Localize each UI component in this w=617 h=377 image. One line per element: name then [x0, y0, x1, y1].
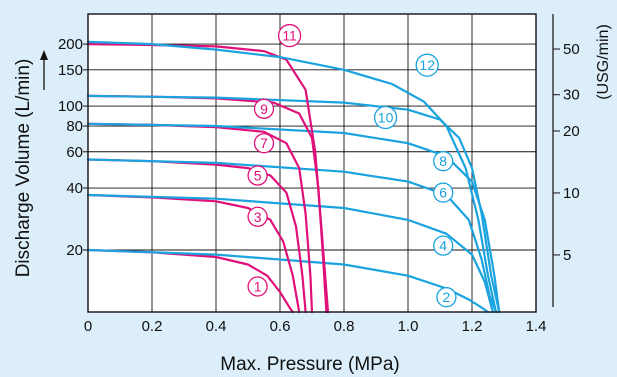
y2-tick-label-1: 10 — [563, 185, 580, 202]
y-tick-label-2: 60 — [66, 144, 83, 161]
x-tick-label-5: 1.0 — [398, 318, 419, 335]
series-line-10 — [86, 94, 501, 314]
y-tick-label-4: 100 — [58, 98, 83, 115]
series-label-circle-8 — [433, 151, 454, 172]
y2-tick-label-3: 30 — [563, 87, 580, 104]
series-label-circle-5 — [247, 165, 268, 186]
series-label-10: 10 — [378, 110, 394, 126]
series-label-5: 5 — [254, 168, 262, 184]
x-axis-title: Max. Pressure (MPa) — [220, 354, 399, 375]
series-label-4: 4 — [439, 238, 447, 254]
series-label-circle-11 — [277, 23, 302, 48]
series-label-circle-12 — [415, 53, 439, 77]
y-axis-title-group: Discharge Volume (L/min) — [13, 59, 34, 278]
series-label-circle-9 — [253, 98, 275, 119]
series-label-circle-1 — [247, 276, 268, 297]
y-tick-label-3: 80 — [66, 118, 83, 135]
plot-frame — [87, 13, 537, 313]
x-tick-label-6: 1.2 — [462, 318, 483, 335]
y-tick-label-0: 20 — [66, 242, 83, 259]
y-axis-title: Discharge Volume (L/min) — [13, 59, 34, 278]
y2-tick-label-2: 20 — [563, 123, 580, 140]
series-label-6: 6 — [439, 185, 447, 201]
series-label-circle-3 — [247, 206, 268, 227]
x-tick-label-4: 0.8 — [334, 318, 355, 335]
series-label-circle-2 — [436, 287, 457, 308]
series-line-4 — [86, 193, 494, 314]
y2-tick-label-0: 5 — [563, 247, 571, 264]
series-label-2: 2 — [443, 289, 451, 305]
series-label-11: 11 — [282, 28, 297, 44]
series-label-1: 1 — [254, 278, 262, 294]
ticks: 0 0.2 0.4 0.6 0.8 1.0 1.2 1.4204060801001502005… — [58, 14, 580, 335]
y2-axis-title: (USG/min) — [595, 24, 612, 100]
y-tick-label-1: 40 — [66, 180, 83, 197]
series-label-circle-6 — [433, 182, 454, 203]
x-tick-label-3: 0.6 — [270, 318, 291, 335]
y-tick-label-6: 200 — [58, 36, 83, 53]
series-label-circle-7 — [253, 133, 275, 154]
y-tick-label-5: 150 — [58, 62, 83, 79]
series-label-12: 12 — [419, 57, 435, 73]
series-label-circle-10 — [373, 105, 398, 130]
series-label-circle-4 — [433, 235, 454, 256]
x-tick-label-7: 1.4 — [526, 318, 547, 335]
series-label-7: 7 — [260, 135, 268, 151]
series-label-9: 9 — [260, 101, 268, 117]
x-tick-label-1: 0.2 — [142, 318, 163, 335]
x-tick-label-2: 0.4 — [206, 318, 227, 335]
y2-axis-title-group: (USG/min) — [595, 24, 612, 100]
y-axis-arrow — [40, 50, 48, 90]
series-line-2 — [86, 248, 490, 314]
series-line-12 — [86, 40, 498, 314]
series-label-8: 8 — [439, 153, 447, 169]
x-tick-label-0: 0 — [84, 318, 92, 335]
y2-tick-label-4: 50 — [563, 41, 580, 58]
series-label-3: 3 — [254, 209, 262, 225]
